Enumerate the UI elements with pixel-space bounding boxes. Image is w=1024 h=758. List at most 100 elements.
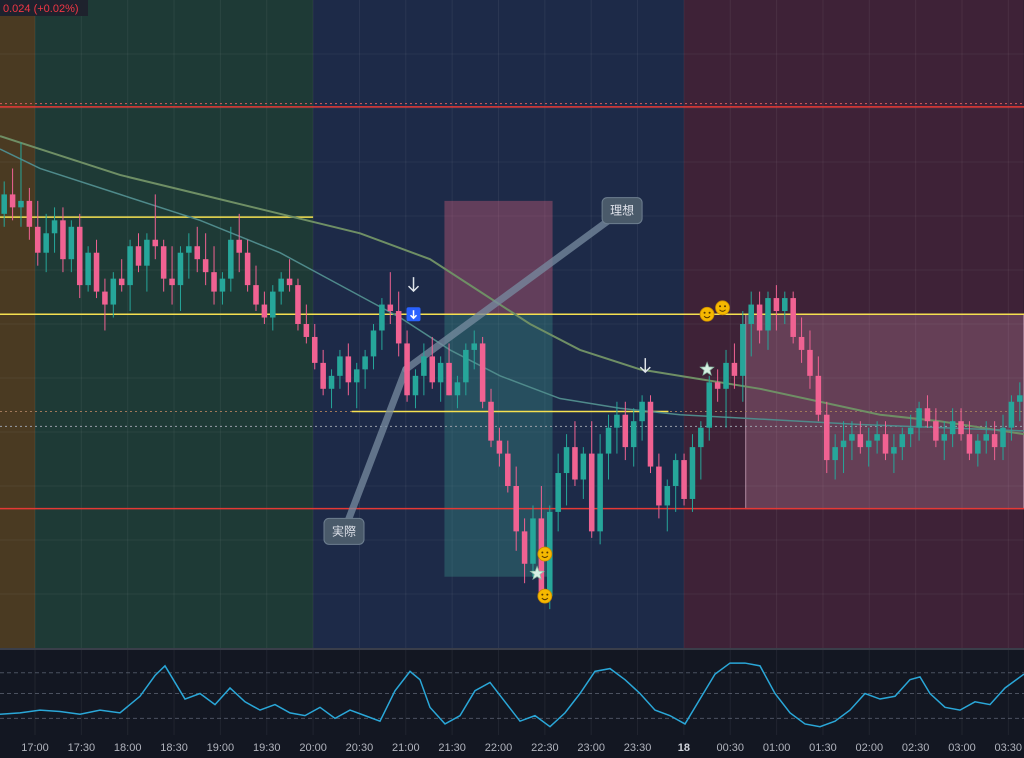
candle (765, 291, 771, 350)
marker-emoji (537, 588, 553, 604)
candle (572, 421, 578, 486)
candle (345, 343, 352, 396)
candle (740, 311, 746, 402)
x-tick-label: 20:00 (299, 742, 327, 754)
oscillator-pane (0, 662, 1024, 728)
candle (521, 518, 528, 584)
candle (706, 375, 713, 441)
candle (605, 414, 612, 480)
candle (505, 440, 511, 493)
candle (387, 272, 394, 324)
candle (479, 336, 486, 409)
x-tick-label: 22:00 (485, 742, 513, 754)
callout-1: 実際 (323, 517, 365, 545)
moving-averages (0, 135, 1024, 436)
x-tick-label: 03:00 (948, 742, 976, 754)
candle (177, 246, 184, 312)
candle (135, 233, 142, 273)
candle (102, 278, 108, 331)
ma-slow-line (0, 135, 1024, 436)
candle (320, 349, 326, 396)
x-tick-label: 21:30 (438, 742, 466, 754)
x-tick-label: 03:30 (994, 742, 1022, 754)
candle (975, 434, 981, 467)
candle (563, 434, 570, 506)
candle (404, 330, 410, 402)
candle (395, 291, 402, 357)
candle (303, 304, 310, 344)
candle (773, 285, 780, 331)
marker-star (699, 361, 715, 376)
candle (488, 388, 494, 448)
candle (907, 414, 914, 448)
signal-markers (406, 277, 730, 604)
candle (261, 291, 268, 324)
candle (882, 421, 889, 461)
range-box (745, 313, 1024, 510)
candle (832, 434, 838, 480)
candle (278, 272, 284, 305)
marker-badge-down (406, 307, 421, 322)
candle (85, 246, 91, 292)
x-tick-label: 02:00 (856, 742, 884, 754)
candle (60, 207, 66, 273)
x-tick-label: 17:00 (21, 742, 49, 754)
candle (614, 401, 620, 454)
candle (664, 479, 671, 532)
candle (1008, 395, 1015, 441)
candle (530, 505, 536, 577)
candle (43, 213, 49, 273)
candle (647, 395, 654, 474)
candle (580, 447, 587, 499)
x-tick-label: 18 (678, 742, 690, 754)
marker-emoji (699, 306, 715, 322)
candle (18, 142, 24, 227)
marker-star (529, 565, 545, 580)
candle (9, 168, 16, 221)
candle (68, 220, 75, 273)
oscillator-line (0, 662, 1024, 728)
candle (681, 453, 687, 506)
candle (328, 369, 335, 409)
candlesticks (1, 142, 1023, 610)
callout-label: 理想 (610, 203, 634, 218)
candle (731, 343, 738, 389)
candle (51, 207, 58, 253)
candle (555, 453, 561, 532)
candle (689, 434, 696, 512)
candle (1017, 382, 1023, 422)
candle (337, 349, 343, 389)
candle (823, 401, 830, 474)
candle (253, 265, 259, 312)
session-band-2 (313, 0, 684, 648)
candle (983, 421, 989, 454)
x-tick-label: 02:30 (902, 742, 930, 754)
candle (513, 466, 519, 551)
candle (798, 317, 805, 363)
candle (807, 330, 813, 389)
candle (865, 427, 872, 467)
marker-arrow-down (639, 358, 651, 374)
candle (270, 285, 276, 331)
ideal-risk-box (444, 200, 553, 315)
candle (437, 356, 444, 402)
candle (933, 408, 939, 448)
x-tick-label: 18:30 (160, 742, 188, 754)
ma-fast-line (0, 148, 1024, 432)
callout-0: 理想 (601, 197, 643, 225)
horizontal-levels (0, 103, 1024, 510)
callout-connector-1 (340, 365, 410, 535)
x-tick-label: 01:00 (763, 742, 791, 754)
candle (471, 330, 477, 370)
candle (949, 408, 956, 448)
x-tick-label: 21:00 (392, 742, 420, 754)
candle (236, 213, 242, 273)
candle (723, 349, 729, 428)
candle (857, 421, 864, 454)
x-tick-label: 20:30 (346, 742, 374, 754)
candle (496, 427, 503, 467)
